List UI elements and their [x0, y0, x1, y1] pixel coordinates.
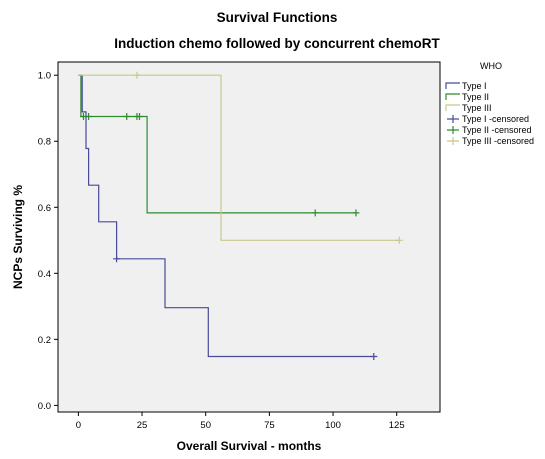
x-tick-label: 50	[200, 420, 211, 431]
censor-marks	[79, 71, 403, 361]
x-axis-label: Overall Survival - months	[177, 439, 322, 453]
chart-title: Survival Functions	[217, 10, 338, 25]
y-tick-label: 1.0	[38, 71, 51, 82]
censor-mark-type-i	[113, 255, 121, 263]
y-tick-label: 0.6	[38, 203, 51, 214]
legend-line-swatch	[445, 104, 460, 111]
plot-area	[57, 61, 441, 413]
censor-mark-type-ii	[135, 112, 143, 120]
y-axis-ticks: 0.0 0.2 0.4 0.6 0.8 1.0	[38, 71, 58, 412]
y-axis-label: NCPs Surviving %	[11, 185, 25, 289]
censor-mark-type-iii	[395, 236, 403, 244]
legend-cross-swatch	[447, 126, 459, 134]
legend-label: Type III -censored	[462, 136, 534, 146]
x-tick-label: 75	[264, 420, 275, 431]
legend-cross-swatch	[447, 137, 459, 145]
x-tick-label: 25	[137, 420, 148, 431]
legend-label: Type I	[462, 81, 487, 91]
x-tick-label: 100	[325, 420, 341, 431]
x-axis-ticks: 0 25 50 75 100 125	[76, 412, 405, 431]
survival-line-type-i	[78, 74, 374, 358]
legend-label: Type III	[462, 103, 492, 113]
censor-mark-type-ii	[352, 209, 360, 217]
legend-line-swatch	[445, 82, 460, 89]
censor-mark-type-i	[370, 353, 378, 361]
y-tick-label: 0.8	[38, 137, 51, 148]
censor-mark-type-ii	[123, 112, 131, 120]
legend-label: Type II -censored	[462, 125, 532, 135]
y-tick-label: 0.0	[38, 401, 51, 412]
legend-title: WHO	[480, 61, 502, 71]
y-tick-label: 0.2	[38, 335, 51, 346]
series-lines	[78, 74, 400, 358]
censor-mark-type-ii	[311, 209, 319, 217]
chart-subtitle: Induction chemo followed by concurrent c…	[114, 36, 440, 51]
legend-line-swatch	[445, 93, 460, 100]
legend-label: Type I -censored	[462, 114, 529, 124]
censor-mark-type-iii	[133, 71, 141, 79]
legend-label: Type II	[462, 92, 489, 102]
y-tick-label: 0.4	[38, 269, 51, 280]
legend-cross-swatch	[447, 115, 459, 123]
survival-line-type-iii	[78, 74, 400, 241]
censor-mark-type-ii	[85, 112, 93, 120]
x-tick-label: 125	[389, 420, 405, 431]
x-tick-label: 0	[76, 420, 81, 431]
